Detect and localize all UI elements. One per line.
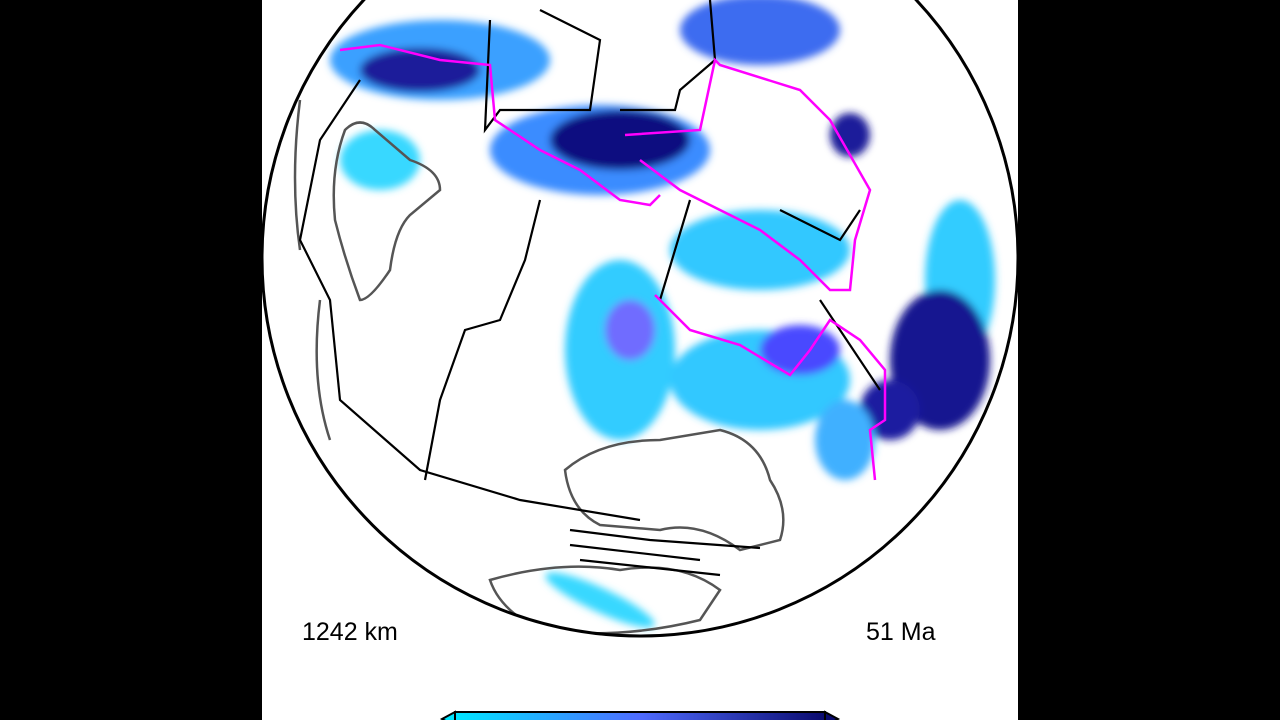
globe-outline	[260, 0, 1020, 638]
subduction-zones	[339, 43, 887, 481]
age-label: 51 Ma	[866, 618, 936, 646]
velocity-anomalies	[330, 0, 995, 628]
depth-label: 1242 km	[302, 618, 398, 646]
colorbar	[439, 710, 841, 720]
globe	[293, 0, 995, 635]
plate-boundaries	[298, 0, 881, 577]
